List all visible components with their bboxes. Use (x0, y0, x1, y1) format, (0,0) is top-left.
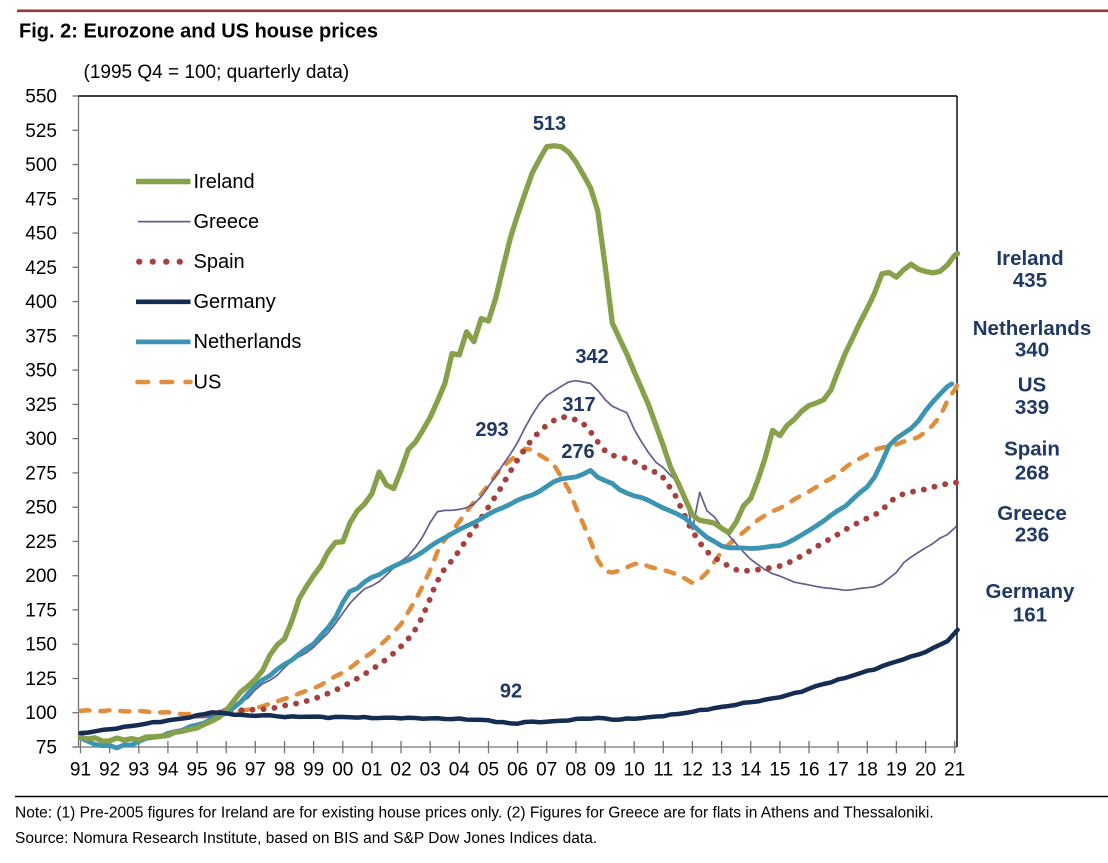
svg-text:500: 500 (25, 155, 57, 176)
svg-text:11: 11 (653, 760, 673, 781)
svg-text:340: 340 (1015, 339, 1049, 362)
svg-text:350: 350 (25, 361, 57, 382)
svg-text:Source: Nomura Research Instit: Source: Nomura Research Institute, based… (15, 830, 597, 847)
svg-text:Netherlands: Netherlands (194, 331, 302, 353)
svg-text:268: 268 (1015, 462, 1049, 485)
svg-text:Greece: Greece (194, 211, 260, 233)
svg-text:Ireland: Ireland (194, 171, 255, 193)
svg-text:Ireland: Ireland (996, 247, 1063, 270)
svg-text:Note: (1) Pre-2005 figures for: Note: (1) Pre-2005 figures for Ireland a… (15, 805, 934, 822)
svg-text:Spain: Spain (1004, 438, 1060, 461)
svg-text:02: 02 (390, 760, 411, 781)
svg-text:94: 94 (157, 760, 179, 781)
svg-text:293: 293 (475, 419, 508, 441)
svg-text:225: 225 (25, 532, 57, 553)
svg-text:342: 342 (575, 346, 608, 368)
svg-text:150: 150 (25, 635, 57, 656)
svg-text:12: 12 (682, 760, 703, 781)
svg-text:325: 325 (25, 395, 57, 416)
svg-text:276: 276 (561, 441, 594, 463)
svg-text:250: 250 (25, 498, 57, 519)
svg-text:435: 435 (1013, 269, 1047, 292)
svg-text:Germany: Germany (986, 580, 1075, 603)
svg-text:236: 236 (1015, 524, 1049, 547)
svg-text:339: 339 (1015, 396, 1049, 419)
svg-text:09: 09 (594, 760, 615, 781)
svg-text:92: 92 (99, 760, 120, 781)
svg-text:97: 97 (245, 760, 266, 781)
svg-text:95: 95 (187, 760, 208, 781)
svg-text:Spain: Spain (194, 251, 245, 273)
svg-text:300: 300 (25, 429, 57, 450)
svg-text:317: 317 (562, 394, 595, 416)
svg-text:00: 00 (332, 760, 353, 781)
svg-text:513: 513 (533, 113, 566, 135)
svg-text:05: 05 (478, 760, 499, 781)
svg-text:275: 275 (25, 463, 57, 484)
svg-text:01: 01 (361, 760, 382, 781)
svg-text:16: 16 (798, 760, 819, 781)
svg-text:18: 18 (857, 760, 878, 781)
svg-text:Germany: Germany (194, 291, 276, 313)
svg-text:21: 21 (944, 760, 965, 781)
svg-text:13: 13 (711, 760, 732, 781)
svg-text:375: 375 (25, 326, 57, 347)
svg-text:200: 200 (25, 566, 57, 587)
svg-text:92: 92 (500, 681, 522, 703)
svg-text:17: 17 (828, 760, 849, 781)
svg-text:475: 475 (25, 189, 57, 210)
svg-text:91: 91 (70, 760, 91, 781)
svg-text:US: US (194, 371, 222, 393)
svg-text:06: 06 (507, 760, 528, 781)
svg-text:04: 04 (449, 760, 471, 781)
svg-text:98: 98 (274, 760, 295, 781)
svg-text:525: 525 (25, 121, 57, 142)
svg-text:15: 15 (769, 760, 790, 781)
svg-text:400: 400 (25, 292, 57, 313)
svg-text:175: 175 (25, 600, 57, 621)
svg-text:19: 19 (886, 760, 907, 781)
svg-text:450: 450 (25, 224, 57, 245)
svg-text:03: 03 (420, 760, 441, 781)
svg-text:99: 99 (303, 760, 324, 781)
svg-text:07: 07 (536, 760, 557, 781)
svg-text:Greece: Greece (997, 502, 1067, 525)
svg-text:550: 550 (25, 87, 57, 108)
svg-text:Netherlands: Netherlands (973, 317, 1091, 340)
svg-text:US: US (1018, 374, 1046, 397)
svg-text:20: 20 (915, 760, 936, 781)
svg-text:10: 10 (624, 760, 645, 781)
svg-text:14: 14 (740, 760, 762, 781)
svg-text:08: 08 (565, 760, 586, 781)
svg-text:75: 75 (36, 738, 57, 759)
svg-text:161: 161 (1013, 604, 1047, 627)
svg-text:96: 96 (216, 760, 237, 781)
svg-text:425: 425 (25, 258, 57, 279)
svg-text:93: 93 (128, 760, 149, 781)
svg-text:(1995 Q4 = 100; quarterly data: (1995 Q4 = 100; quarterly data) (84, 62, 350, 83)
svg-text:Fig. 2: Eurozone and US house: Fig. 2: Eurozone and US house prices (19, 21, 378, 43)
svg-text:100: 100 (25, 703, 57, 724)
svg-text:125: 125 (25, 669, 57, 690)
